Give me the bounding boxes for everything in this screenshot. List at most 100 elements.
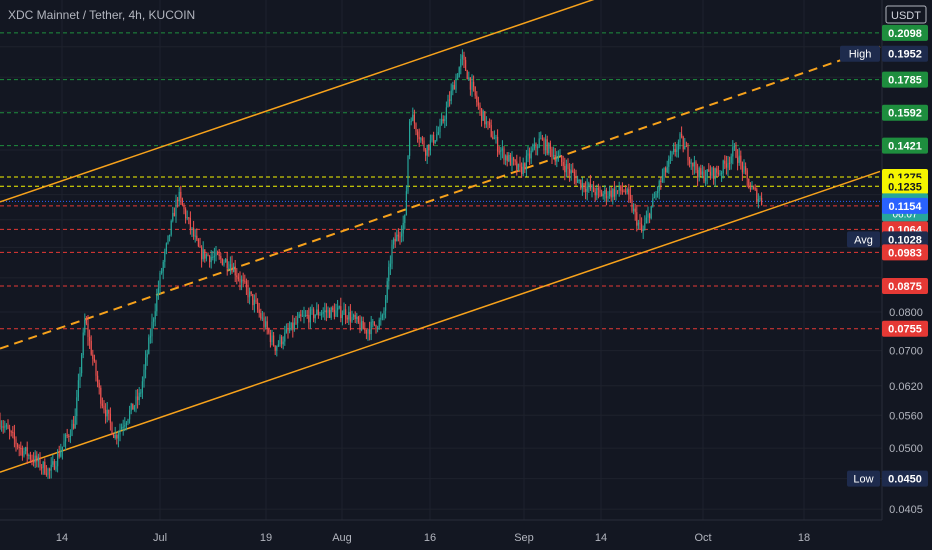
candle-body <box>685 145 687 147</box>
candle-body <box>340 306 342 319</box>
candle-body <box>252 294 254 306</box>
candle-body <box>626 189 628 193</box>
candle-body <box>215 252 217 257</box>
candle-body <box>71 423 73 436</box>
candle-body <box>165 243 167 252</box>
channel-middle <box>0 45 881 350</box>
candle-body <box>130 403 132 411</box>
candle-body <box>522 163 524 174</box>
candle-body <box>293 322 295 330</box>
candle-body <box>245 281 247 288</box>
candle-body <box>356 316 358 319</box>
candle-body <box>258 309 260 314</box>
time-axis[interactable]: 14 Jul 19 Aug 16 Sep 14 Oct 18 <box>56 532 810 544</box>
candle-body <box>457 77 459 79</box>
candle-body <box>676 149 678 153</box>
candle-body <box>173 212 175 217</box>
price-label-badge <box>882 45 928 62</box>
candle-body <box>508 154 510 162</box>
candle-body <box>122 426 124 428</box>
candle-body <box>154 311 156 320</box>
candle-body <box>417 131 419 137</box>
candle-body <box>47 468 49 475</box>
price-tag-text: Avg <box>854 234 873 246</box>
candle-body <box>226 259 228 268</box>
candle-body <box>565 164 567 173</box>
candle-body <box>741 162 743 173</box>
candle-body <box>348 312 350 320</box>
candle-body <box>284 332 286 342</box>
candle-body <box>442 119 444 122</box>
price-axis[interactable]: 0.0800 0.0700 0.0620 0.0560 0.0500 0.0405 0.20… <box>840 24 928 516</box>
candle-body <box>111 422 113 435</box>
candle-body <box>101 403 103 406</box>
candle-body <box>748 178 750 189</box>
candle-body <box>482 111 484 121</box>
candle-body <box>402 222 404 234</box>
candle-body <box>615 190 617 197</box>
candle-body <box>737 157 739 163</box>
candle-body <box>236 275 238 278</box>
candle-body <box>231 264 233 273</box>
candle-body <box>669 156 671 159</box>
candle-body <box>151 321 153 337</box>
candle-body <box>543 139 545 151</box>
candle-body <box>33 459 35 463</box>
candle-body <box>681 133 683 137</box>
candle-body <box>724 160 726 164</box>
candle-body <box>511 157 513 166</box>
candle-body <box>473 81 475 87</box>
candle-body <box>460 58 462 68</box>
candle-body <box>95 361 97 376</box>
candle-body <box>479 105 481 109</box>
candle-body <box>433 134 435 143</box>
candle-body <box>514 160 516 162</box>
candle-body <box>167 235 169 244</box>
candle-body <box>333 309 335 317</box>
candle-body <box>757 199 759 202</box>
candle-body <box>516 161 518 170</box>
candles-layer <box>0 49 763 479</box>
candle-body <box>60 451 62 457</box>
candle-body <box>49 468 51 471</box>
candle-body <box>218 254 220 257</box>
candle-body <box>729 162 731 164</box>
candle-body <box>634 208 636 213</box>
candle-body <box>103 405 105 410</box>
currency-badge[interactable]: USDT <box>885 5 927 24</box>
candle-body <box>706 169 708 178</box>
candle-body <box>562 161 564 166</box>
price-tag-badge <box>847 470 880 487</box>
candle-body <box>185 209 187 219</box>
price-tick-label: 0.0500 <box>889 443 923 455</box>
candle-body <box>41 467 43 469</box>
candle-body <box>178 191 180 202</box>
candle-body <box>437 131 439 135</box>
candle-body <box>572 170 574 173</box>
candle-body <box>537 147 539 149</box>
candle-body <box>405 191 407 215</box>
candle-body <box>97 375 99 383</box>
candle-body <box>300 314 302 316</box>
price-countdown-text: 06:07 <box>892 209 917 220</box>
price-label-text: 0.0755 <box>888 324 922 336</box>
candle-body <box>314 314 316 319</box>
candle-body <box>209 255 211 263</box>
candle-body <box>369 329 371 335</box>
candle-body <box>290 322 292 330</box>
candle-body <box>700 168 702 175</box>
candle-body <box>354 314 356 319</box>
candle-body <box>697 170 699 178</box>
candle-body <box>466 70 468 80</box>
candle-body <box>578 179 580 181</box>
candle-body <box>677 142 679 150</box>
candle-body <box>666 166 668 173</box>
candle-body <box>381 315 383 318</box>
candle-body <box>125 422 127 426</box>
grid-lines <box>0 0 882 520</box>
channel-trendlines[interactable] <box>0 0 881 473</box>
candle-body <box>7 425 9 429</box>
horizontal-levels[interactable] <box>0 32 882 330</box>
